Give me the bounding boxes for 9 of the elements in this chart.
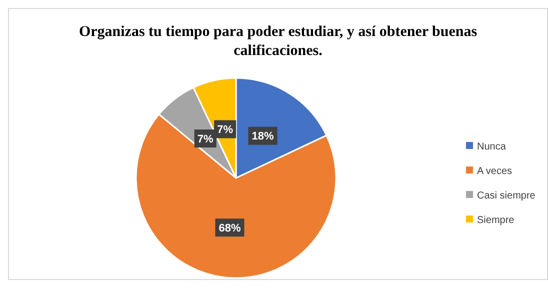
legend-label: A veces	[477, 166, 512, 177]
chart-title: Organizas tu tiempo para poder estudiar, y así obtener buenas calificaciones.	[78, 24, 478, 59]
data-label: 7%	[197, 133, 214, 146]
data-label: 68%	[218, 222, 241, 234]
legend-label: Nunca	[477, 142, 506, 152]
legend-label: Casi siempre	[477, 190, 536, 202]
data-label: 18%	[252, 130, 274, 143]
legend-label: Siempre	[477, 215, 515, 226]
data-label: 7%	[217, 124, 234, 136]
